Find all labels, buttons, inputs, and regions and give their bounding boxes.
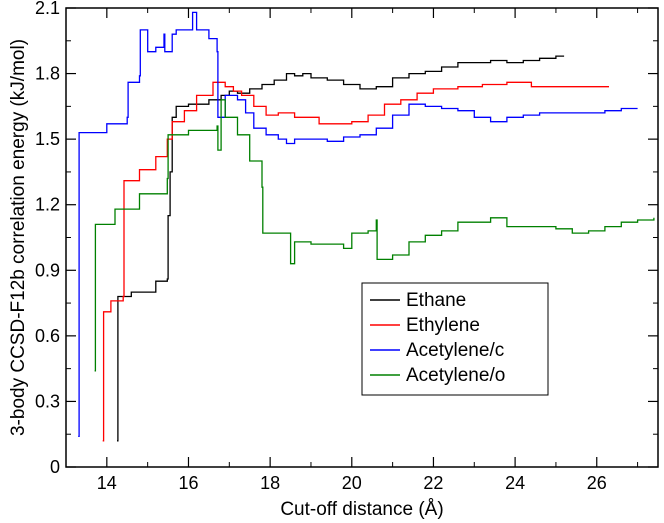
x-tick-label: 16 (178, 473, 198, 493)
series-line-ethylene (102, 81, 609, 442)
x-axis-ticks: 14 16 18 20 22 24 26 (65, 8, 639, 493)
y-tick-label: 0.6 (35, 326, 60, 346)
y-tick-label: 1.5 (35, 129, 60, 149)
legend: Ethane Ethylene Acetylene/c Acetylene/o (361, 282, 549, 396)
x-tick-label: 20 (342, 473, 362, 493)
series-line-ethane (117, 55, 565, 442)
series-line-acetylene-c (78, 11, 638, 438)
x-tick-label: 18 (260, 473, 280, 493)
legend-label-ethane: Ethane (406, 290, 466, 311)
y-axis-ticks: 0 0.3 0.6 0.9 1.2 1.5 1.8 2.1 (35, 0, 658, 477)
legend-label-ethylene: Ethylene (406, 315, 480, 336)
y-tick-label: 0 (50, 457, 60, 477)
y-axis-label: 3-body CCSD-F12b correlation energy (kJ/… (8, 39, 29, 436)
legend-box (361, 282, 549, 396)
x-axis-label: Cut-off distance (Å) (280, 499, 443, 520)
y-tick-label: 1.8 (35, 64, 60, 84)
series-line-acetylene-o (94, 99, 655, 372)
legend-label-acetylene-c: Acetylene/c (406, 340, 504, 361)
y-tick-label: 0.3 (35, 391, 60, 411)
x-tick-label: 26 (587, 473, 607, 493)
legend-label-acetylene-o: Acetylene/o (406, 365, 505, 386)
y-tick-label: 2.1 (35, 0, 60, 18)
y-tick-label: 0.9 (35, 260, 60, 280)
x-tick-label: 14 (97, 473, 117, 493)
plot-frame (65, 7, 659, 468)
x-tick-label: 22 (423, 473, 443, 493)
x-tick-label: 24 (505, 473, 525, 493)
plot-lines (78, 11, 655, 442)
y-tick-label: 1.2 (35, 195, 60, 215)
